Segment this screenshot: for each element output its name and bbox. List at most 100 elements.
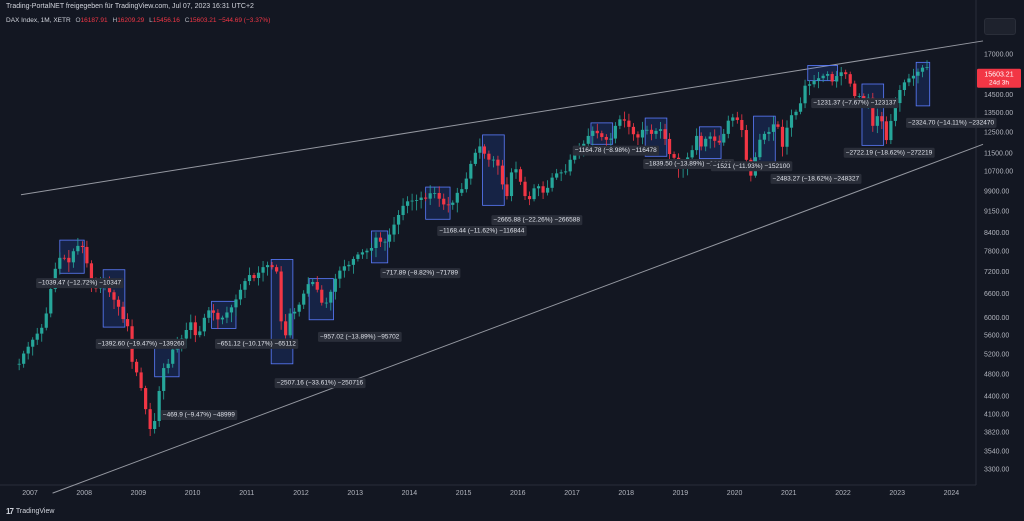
candle-body [347,264,351,267]
candle-body [889,120,893,141]
candle-body [243,281,247,290]
correction-box [807,65,838,82]
footer-brand: 17 TradingView [6,507,54,516]
candle-body [555,173,559,178]
candle-body [392,224,396,235]
candle-body [229,307,234,313]
low-value: 15456.16 [152,17,180,24]
candle-body [238,289,243,300]
y-tick-label: 5600.00 [984,333,1009,340]
x-tick-label: 2023 [889,490,905,497]
y-tick-label: 13500.00 [984,110,1013,117]
candle-body [893,103,897,121]
candle-body [265,265,270,268]
candle-body [586,135,590,144]
candle-body [401,205,405,216]
candle-body [546,187,550,193]
candle-body [550,177,554,188]
y-tick-label: 6000.00 [984,315,1009,322]
candle-body [44,313,48,328]
last-price-value: 15603.21 [984,72,1013,79]
correction-label-text: −2324.70 (−14.11%) −232470 [908,119,994,126]
candle-body [464,178,468,190]
y-tick-label: 4800.00 [984,372,1009,379]
candle-body [405,201,410,206]
candle-body [487,153,491,160]
candle-body [613,125,617,139]
correction-label-bg [906,117,997,128]
candle-body [166,363,170,369]
candle-body [153,421,157,430]
candle-body [767,131,771,134]
correction-label-bg [317,331,402,342]
last-price-tag [977,68,1021,88]
candle-body [731,117,735,121]
candle-body [460,189,464,193]
x-tick-label: 2017 [564,490,580,497]
candle-body [573,152,577,160]
symbol-label: DAX Index, 1M, XETR [6,17,71,24]
correction-label: −469.9 (−9.47%) −48999 [160,409,238,420]
candle-body [636,134,640,138]
correction-label-text: −1039.47 (−12.72%) −10347 [38,280,121,287]
candle-body [920,67,925,72]
candle-body [667,138,672,155]
candle-body [22,353,26,364]
candle-body [396,215,401,225]
candle-body [17,363,21,365]
x-tick-label: 2016 [510,490,526,497]
candle-body [789,115,794,128]
last-price-countdown: 24d 3h [989,80,1009,87]
correction-label-bg [437,225,527,236]
correction-label-bg [36,278,124,289]
candle-body [338,270,342,279]
correction-label-text: −651.12 (−10.17%) −65112 [217,340,296,347]
candle-body [884,121,888,141]
candle-body [121,306,125,320]
candle-body [139,372,143,389]
x-tick-label: 2015 [456,490,472,497]
candle-body [527,196,532,200]
candle-body [798,103,803,112]
candle-body [875,116,879,126]
correction-label-bg [811,98,899,109]
candle-body [780,126,785,147]
tradingview-logo-icon: 17 [6,507,14,516]
correction-label-text: −717.89 (−8.82%) −71789 [382,270,458,277]
open-label: O [75,17,81,24]
candle-body [844,72,848,75]
candle-body [717,140,721,143]
candle-body [451,202,455,205]
candle-body [604,136,608,140]
candle-body [496,159,500,166]
ohlc-legend: DAX Index, 1M, XETR O16187.91 H16209.29 … [6,17,270,24]
candle-body [428,193,432,199]
candle-body [112,292,116,300]
candle-body [595,130,599,134]
correction-box [154,342,180,378]
candle-body [821,75,825,79]
correction-label-bg [572,145,660,156]
candle-body [144,388,148,410]
correction-label: −957.02 (−13.89%) −95702 [317,331,402,342]
candle-body [374,237,378,249]
toolbar-button[interactable] [984,18,1016,35]
candle-body [812,80,816,85]
candle-body [148,409,152,430]
correction-label-bg [710,161,793,172]
x-tick-label: 2009 [131,490,147,497]
candle-body [839,72,843,77]
candle-body [830,74,834,82]
correction-label-text: −1392.60 (−19.47%) −139260 [98,340,185,347]
correction-box [211,300,237,329]
candle-body [559,172,563,174]
candle-body [134,361,139,373]
candle-body [26,346,30,354]
candle-body [116,299,121,307]
candle-body [835,76,839,82]
correction-label-bg [160,409,238,420]
correction-label: −2324.70 (−14.11%) −232470 [906,117,997,128]
candle-body [256,272,261,279]
candle-body [807,84,812,86]
